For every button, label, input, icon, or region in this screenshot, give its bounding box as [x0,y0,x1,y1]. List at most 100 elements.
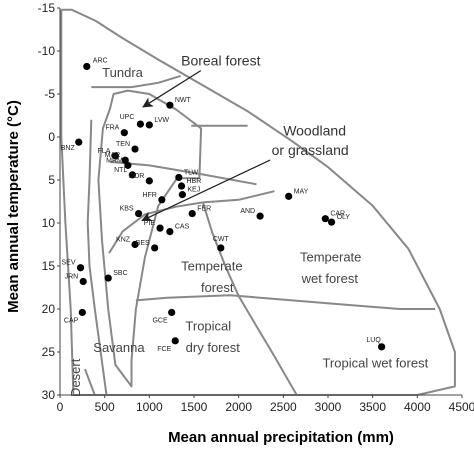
site-point-cas [166,228,174,236]
site-label: TEN [116,141,130,148]
site-label: JRN [65,273,79,280]
site-point-may [285,192,293,200]
site-label: UPC [120,114,135,121]
x-tick-label: 3000 [315,400,342,414]
x-tick-label: 0 [57,400,64,414]
site-label: KEJ [187,187,200,194]
site-label: SBC [113,270,127,277]
y-tick-label: 20 [42,302,56,316]
annotation-label: Boreal forest [181,53,260,69]
annotations: Boreal forest Woodland or grassland [141,53,349,222]
site-point-mrm [124,161,132,169]
site-label: KBS [120,206,134,213]
y-tick-labels: -15 -10 -5 0 5 10 15 20 25 30 [38,1,56,402]
biome-labels: Tundra Temperate forest Temperate wet forest… [68,65,428,397]
biome-label: forest [201,280,234,295]
site-point-luq [378,343,386,351]
x-tick-label: 2500 [270,400,297,414]
site-point-kej [178,191,186,199]
biome-label: Temperate [181,258,242,273]
biome-label: Tropical [185,319,231,334]
site-label: TLW [184,169,199,176]
site-point-knz [131,240,139,249]
biome-boundary-temperate-right [202,190,275,204]
biome-boundary-desert-line [86,119,108,396]
site-point-tlw [175,173,183,182]
site-point-cwt [217,244,225,252]
site-label: DOR [129,173,145,180]
site-point-bnz [75,138,83,146]
site-label: ARC [93,57,108,64]
y-tick-label: 0 [48,130,55,144]
site-point-hfr [158,196,166,204]
annotation-label: Woodland [283,122,346,138]
y-tick-label: 30 [42,388,56,402]
site-point-nwt [166,101,174,109]
site-point-gce [168,308,176,317]
site-label: KNZ [116,237,131,244]
x-axis-label: Mean annual precipitation (mm) [168,429,394,446]
site-point-kbs [135,209,143,218]
site-label: FLA [98,148,111,155]
y-tick-label: 5 [48,173,55,187]
site-label: BES [136,240,150,247]
site-point-arc [83,62,91,71]
axes [57,7,463,398]
y-tick-label: -15 [38,1,56,15]
site-point-and [256,212,264,220]
y-tick-label: -10 [38,44,56,58]
biome-label: Savanna [93,340,145,355]
y-tick-label: 10 [42,216,56,230]
biome-boundary-boreal [97,89,203,388]
site-point-bes [151,244,159,252]
site-label: HBR [186,178,201,185]
site-point-car [321,215,329,223]
site-label: AND [240,208,255,215]
site-label: MRM [106,157,123,164]
site-point-ntl [128,171,136,179]
biome-boundary-outer [60,8,456,396]
site-label: FRA [105,125,119,132]
site-point-fer [188,209,196,218]
site-label: NTL [114,167,127,174]
biome-label: Tropical wet forest [322,355,428,370]
y-tick-label: 15 [42,259,56,273]
site-label: CAP [64,317,79,324]
site-label: MAY [294,188,309,195]
site-point-pie [156,224,164,232]
site-point-lvw [145,121,153,129]
site-label: CAR [330,211,345,218]
site-label: CAS [175,224,190,231]
site-label: CWT [213,236,230,243]
biome-label: Tundra [102,65,143,80]
x-tick-label: 1500 [181,400,208,414]
site-label: MAR [105,152,121,159]
site-label: LVW [154,117,169,124]
annotation-arrow [142,70,202,108]
site-label: GCE [152,317,168,324]
site-label: SEV [62,260,76,267]
site-point-oly [327,218,336,226]
site-point-hbr [177,182,186,190]
site-point-cap [78,308,86,317]
x-tick-label: 500 [95,400,115,414]
biome-boundary-tundra-line [91,74,181,89]
x-tick-label: 4000 [404,400,431,414]
biome-label: dry forest [186,340,241,355]
site-point-ten [131,145,139,153]
biome-label: wet forest [301,271,359,286]
site-point-fce [171,337,179,345]
y-tick-label: 25 [42,345,56,359]
site-point-sev [76,264,85,272]
site-point-fra [120,129,128,137]
x-tick-labels: 0 500 1000 1500 2000 2500 3000 3500 4000 4500 [57,400,474,414]
x-tick-label: 1000 [136,400,163,414]
site-point-jrn [79,277,87,286]
x-tick-label: 4500 [449,400,474,414]
site-label: NWT [175,97,192,104]
y-tick-label: -5 [44,87,55,101]
site-point-fla [111,152,119,160]
